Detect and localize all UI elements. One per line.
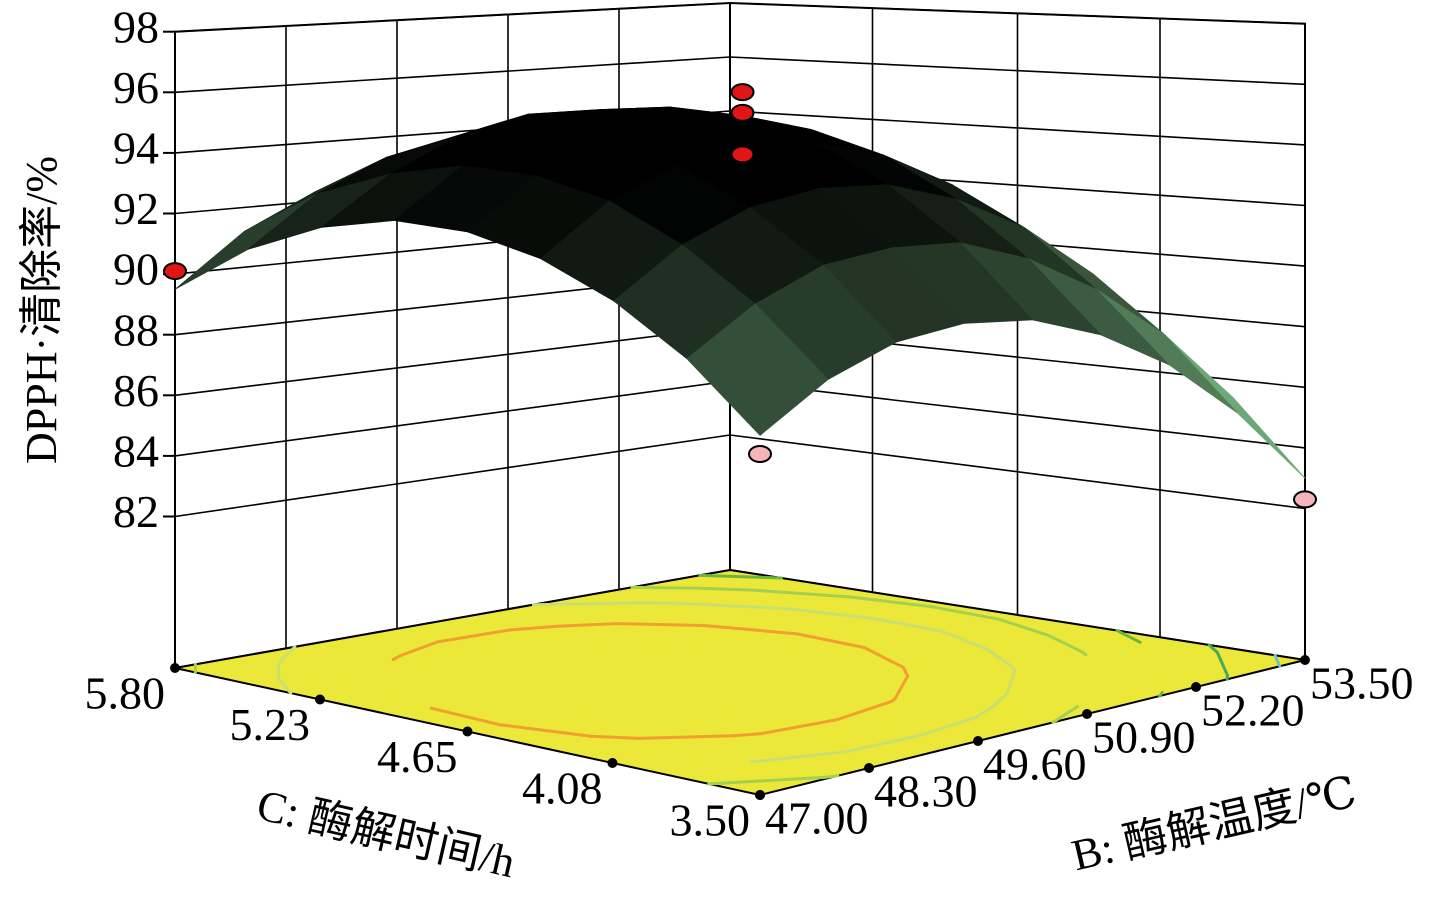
contour-line <box>762 749 850 763</box>
x-tick <box>973 736 983 746</box>
design-point <box>730 83 755 102</box>
contour-line <box>1115 629 1142 644</box>
contour-line <box>1158 691 1164 698</box>
contour-line <box>637 601 685 605</box>
contour-line <box>702 624 799 636</box>
contour-line <box>917 715 978 738</box>
surface <box>174 106 1306 479</box>
x-tick-label: 53.50 <box>1310 658 1414 709</box>
z-tick-label: 98 <box>113 1 159 52</box>
contour-line <box>795 632 866 649</box>
contour-line <box>429 706 502 727</box>
contour-line <box>589 734 640 740</box>
contour-line <box>787 607 875 620</box>
design-point <box>1293 490 1317 509</box>
x-tick-label: 49.60 <box>983 739 1087 790</box>
z-axis-label: DPPH·清除率/% <box>17 156 66 464</box>
contour-line <box>695 586 756 592</box>
contour-line <box>681 601 791 611</box>
contour-line <box>974 704 996 719</box>
y-tick <box>170 663 180 673</box>
x-tick <box>864 763 874 773</box>
contour-line <box>996 617 1050 637</box>
z-tick-label: 86 <box>113 365 159 416</box>
contour-line <box>276 676 293 695</box>
contour-line <box>822 774 840 779</box>
surface-facet <box>686 303 829 436</box>
contour-line <box>436 628 512 644</box>
z-tick-label: 92 <box>113 183 159 234</box>
y-tick <box>314 694 325 705</box>
y-tick <box>755 790 765 800</box>
y-tick-label: 3.50 <box>670 795 751 846</box>
design-point <box>730 145 755 164</box>
contour-line <box>1273 653 1282 668</box>
x-tick <box>1300 655 1310 665</box>
z-tick-label: 94 <box>113 122 159 173</box>
contour-line <box>940 629 988 651</box>
z-tick-label: 90 <box>113 244 159 295</box>
design-points <box>163 83 1317 509</box>
contour-line <box>846 734 921 753</box>
design-point <box>730 103 755 122</box>
y-tick <box>607 757 618 768</box>
contour-line <box>984 647 1014 669</box>
z-tick-label: 88 <box>113 304 159 355</box>
contour-line <box>901 665 910 678</box>
contour-line <box>509 624 562 632</box>
contour-line <box>849 595 933 609</box>
contour-line <box>758 718 839 736</box>
contour-line <box>1207 643 1219 655</box>
x-tick-label: 52.20 <box>1201 685 1305 736</box>
contour-line <box>1215 651 1229 677</box>
contour-line <box>862 645 905 669</box>
y-tick <box>462 726 473 737</box>
x-tick-label: 50.90 <box>1092 712 1196 763</box>
x-tick <box>1191 682 1201 692</box>
contour-line <box>929 605 1000 621</box>
y-axis-label: C: 酶解时间/h <box>252 780 519 887</box>
contour-line <box>1005 669 1017 696</box>
z-tick-label: 84 <box>113 425 159 476</box>
contour-line <box>498 723 593 738</box>
contour-line <box>630 585 699 590</box>
design-point <box>748 445 772 463</box>
contour-line <box>871 616 944 633</box>
contour-line <box>531 601 641 607</box>
y-tick-label: 4.65 <box>377 731 458 782</box>
contour-line <box>1051 704 1080 724</box>
contour-line <box>398 640 440 658</box>
y-tick-label: 5.23 <box>229 699 310 750</box>
z-tick-label: 82 <box>113 486 159 537</box>
contour-line <box>277 645 297 665</box>
contour-line <box>992 692 1009 708</box>
contour-line <box>558 622 618 628</box>
contour-line <box>732 732 762 738</box>
x-tick <box>1082 709 1092 719</box>
y-tick-label: 5.80 <box>85 668 166 719</box>
contour-line <box>707 775 826 786</box>
x-tick-label: 47.00 <box>765 793 869 844</box>
contour-line <box>698 573 783 580</box>
y-tick-label: 4.08 <box>522 763 603 814</box>
contour-line <box>748 759 766 764</box>
contour-line <box>614 622 706 627</box>
x-tick-label: 48.30 <box>874 766 978 817</box>
contour-line <box>893 674 910 701</box>
back-wall <box>174 1 731 670</box>
contour-line <box>752 588 853 599</box>
labels: DPPH·清除率/% C: 酶解时间/h B: 酶解温度/℃ 82 84 86 88 9… <box>17 1 1413 887</box>
z-tick-label: 96 <box>113 62 159 113</box>
x-axis-label: B: 酶解温度/℃ <box>1067 767 1361 880</box>
contour-line <box>636 734 736 740</box>
contour-line <box>1046 633 1083 653</box>
contour-line <box>835 699 894 722</box>
design-point <box>163 262 187 281</box>
